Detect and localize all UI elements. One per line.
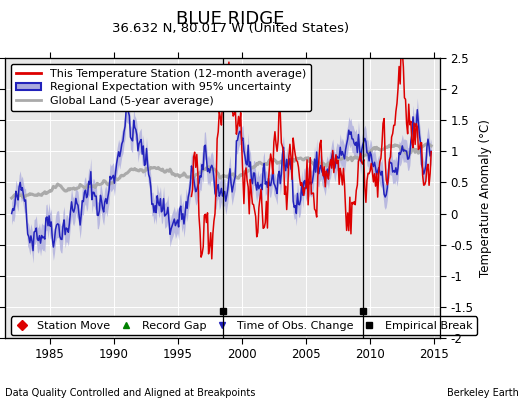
- Text: Data Quality Controlled and Aligned at Breakpoints: Data Quality Controlled and Aligned at B…: [5, 388, 256, 398]
- Y-axis label: Temperature Anomaly (°C): Temperature Anomaly (°C): [479, 119, 492, 277]
- Text: BLUE RIDGE: BLUE RIDGE: [177, 10, 285, 28]
- Text: Berkeley Earth: Berkeley Earth: [447, 388, 519, 398]
- Legend: Station Move, Record Gap, Time of Obs. Change, Empirical Break: Station Move, Record Gap, Time of Obs. C…: [11, 316, 477, 335]
- Text: 36.632 N, 80.017 W (United States): 36.632 N, 80.017 W (United States): [112, 22, 349, 35]
